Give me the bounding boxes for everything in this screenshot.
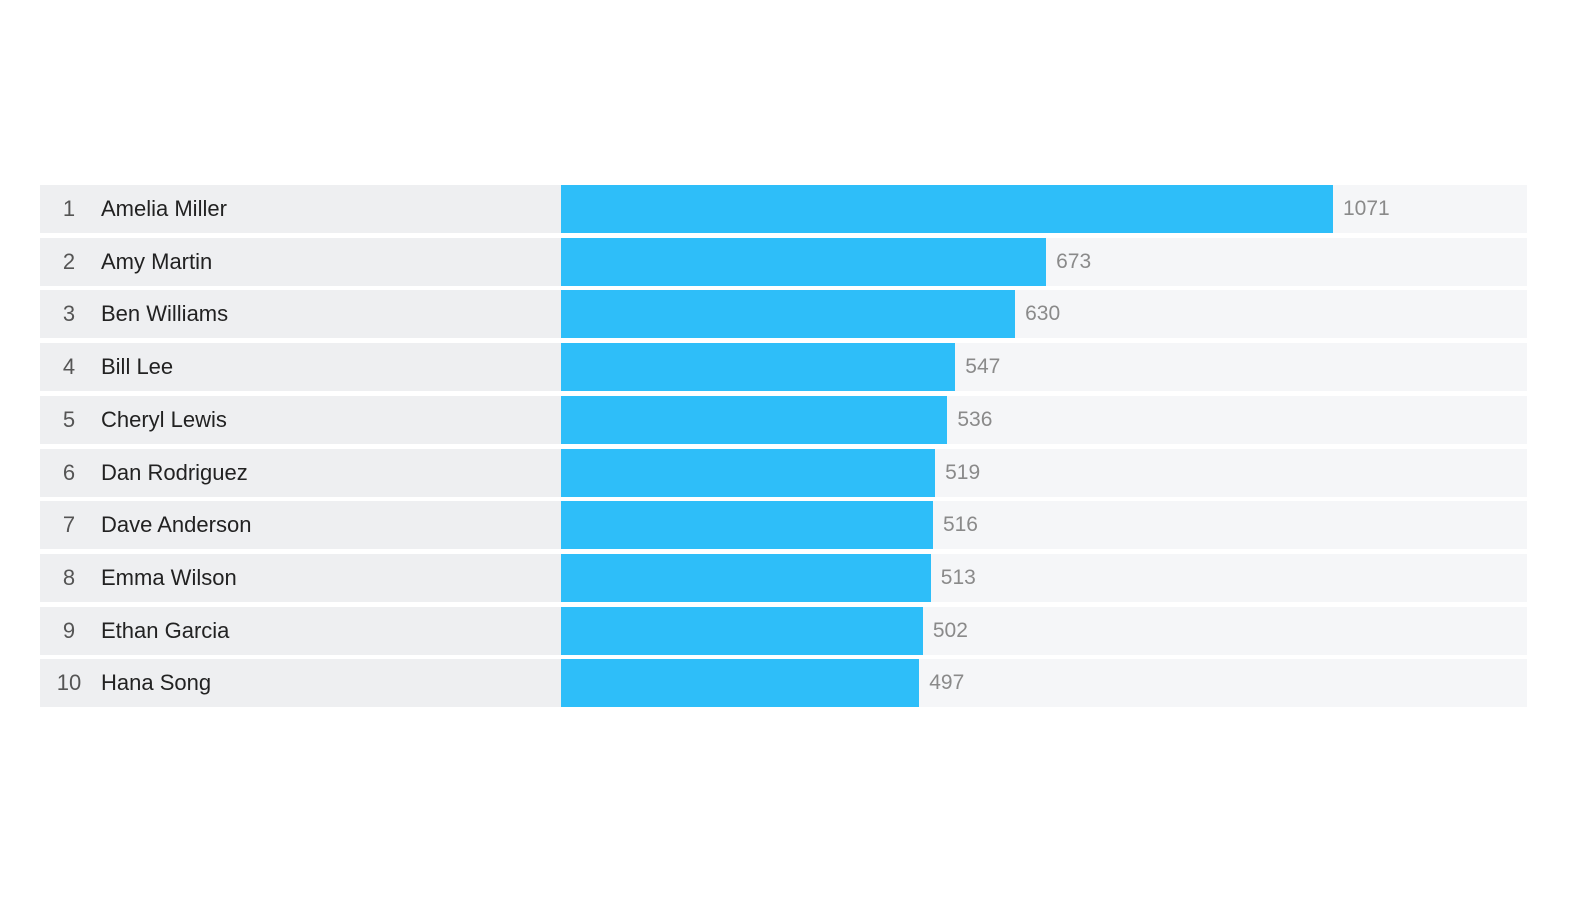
name-label: Dan Rodriguez	[101, 459, 248, 485]
leaderboard-row: 7 Dave Anderson 516	[40, 501, 1527, 550]
name-label: Emma Wilson	[101, 564, 237, 590]
row-label-background	[40, 659, 561, 708]
leaderboard-row: 9 Ethan Garcia 502	[40, 606, 1527, 655]
rank-label: 8	[62, 564, 76, 590]
bar	[561, 448, 936, 497]
leaderboard-row: 5 Cheryl Lewis 536	[40, 395, 1527, 444]
leaderboard-row: 2 Amy Martin 673	[40, 237, 1527, 286]
row-label-background	[40, 448, 561, 497]
value-label: 502	[932, 618, 968, 642]
bar	[561, 185, 1333, 233]
rank-label: 5	[62, 406, 76, 432]
row-label-background	[40, 185, 561, 233]
bar	[561, 659, 920, 708]
name-label: Amelia Miller	[101, 196, 227, 221]
row-label-background	[40, 501, 561, 550]
leaderboard-row: 10 Hana Song 497	[40, 659, 1527, 708]
leaderboard-row: 4 Bill Lee 547	[40, 343, 1527, 392]
name-label: Dave Anderson	[101, 512, 252, 538]
value-label: 519	[945, 460, 981, 484]
bar	[561, 553, 931, 602]
row-label-background	[40, 290, 561, 339]
name-label: Hana Song	[101, 670, 212, 696]
row-label-background	[40, 237, 561, 286]
leaderboard-row: 3 Ben Williams 630	[40, 290, 1527, 339]
rank-label: 6	[62, 459, 76, 485]
name-label: Cheryl Lewis	[101, 406, 227, 432]
value-label: 1071	[1343, 197, 1390, 220]
name-label: Ben Williams	[101, 301, 229, 327]
rank-label: 1	[62, 196, 76, 221]
rank-label: 3	[62, 301, 76, 327]
rank-label: 2	[62, 248, 76, 274]
value-label: 516	[942, 513, 978, 537]
value-label: 630	[1025, 302, 1061, 326]
bar	[561, 343, 956, 392]
value-label: 673	[1056, 249, 1092, 273]
rank-label: 9	[62, 617, 76, 643]
leaderboard-row: 6 Dan Rodriguez 519	[40, 448, 1527, 497]
row-label-background	[40, 395, 561, 444]
rank-label: 10	[56, 670, 82, 696]
row-label-background	[40, 343, 561, 392]
bar	[561, 395, 948, 444]
row-label-background	[40, 606, 561, 655]
value-label: 497	[929, 671, 965, 695]
rank-label: 4	[62, 354, 76, 380]
rank-label: 7	[62, 512, 76, 538]
bar	[561, 606, 923, 655]
bar	[561, 290, 1016, 339]
leaderboard-row: 1 Amelia Miller 1071	[40, 185, 1527, 233]
value-label: 513	[940, 565, 976, 589]
leaderboard-row: 8 Emma Wilson 513	[40, 553, 1527, 602]
bar	[561, 237, 1047, 286]
name-label: Ethan Garcia	[101, 617, 230, 643]
name-label: Amy Martin	[101, 248, 213, 274]
value-label: 547	[965, 355, 1001, 379]
row-label-background	[40, 553, 561, 602]
bar	[561, 501, 933, 550]
name-label: Bill Lee	[101, 354, 174, 380]
value-label: 536	[957, 407, 993, 431]
